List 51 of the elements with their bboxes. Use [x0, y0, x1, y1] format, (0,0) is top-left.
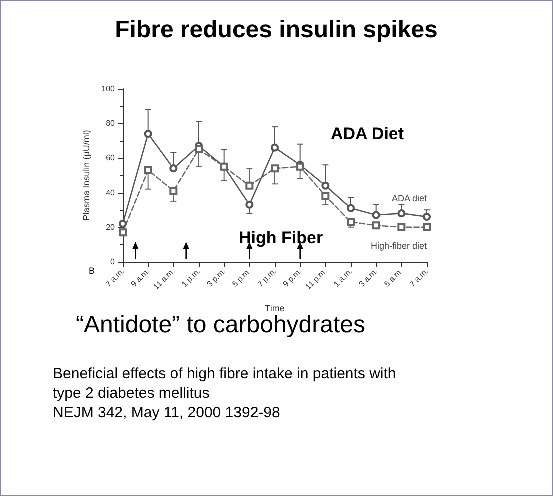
y-tick-label: 40 [106, 188, 116, 198]
point [423, 223, 431, 232]
point [144, 130, 152, 138]
x-tick-label: 9 p.m. [281, 266, 304, 289]
x-tick-label: 1 a.m. [332, 266, 354, 289]
point [398, 210, 406, 218]
point [322, 192, 330, 200]
x-tick-label: 7 p.m. [256, 266, 278, 289]
text: Beneficial effects of high fibre intake in patients with type 2 diabetes mellitus [53, 365, 400, 402]
point [170, 187, 178, 196]
point [144, 166, 152, 174]
point [347, 218, 355, 226]
point [271, 164, 279, 173]
point [398, 223, 406, 232]
y-tick-label: 20 [106, 222, 116, 232]
point [119, 228, 127, 237]
text: “Antidote” to carbohydrates [76, 312, 366, 338]
point [246, 182, 254, 190]
chart-title: Fibre reduces insulin spikes [115, 16, 438, 44]
x-axis-title: Time [265, 304, 285, 314]
x-tick-label: 7 a.m. [104, 266, 126, 289]
y-tick-label: 100 [102, 84, 116, 94]
x-tick-label: 5 p.m. [230, 266, 253, 289]
annotation: ADA Diet [331, 124, 404, 144]
point [372, 211, 380, 220]
text: B [89, 266, 96, 276]
point [170, 164, 178, 173]
y-axis-title: Plasma Insulin (μU/ml) [81, 130, 92, 221]
x-tick-label: 11 p.m. [304, 266, 329, 292]
y-tick-label: 60 [106, 154, 116, 163]
x-tick-label: 3 a.m. [357, 266, 380, 289]
x-tick-label: 11 a.m. [152, 266, 177, 292]
point [347, 204, 355, 212]
annotation: High Fiber [239, 228, 324, 248]
series-label: High-fiber diet [370, 240, 428, 251]
x-tick-label: 7 a.m. [408, 266, 430, 289]
y-tick-label: 80 [106, 119, 116, 128]
point [322, 182, 330, 190]
point [423, 213, 431, 222]
x-tick-label: 3 p.m. [205, 266, 228, 289]
x-tick-label: 5 a.m. [382, 266, 405, 289]
x-tick-label: 1 p.m. [180, 266, 202, 289]
text: NEJM 342, May 11, 2000 1392-98 [53, 404, 280, 422]
point [372, 222, 380, 230]
point [246, 200, 254, 209]
point [195, 146, 203, 154]
y-tick-label: 0 [110, 258, 116, 266]
point [119, 220, 127, 228]
series-label: ADA diet [392, 194, 428, 204]
x-tick-label: 9 a.m. [129, 266, 152, 289]
point [271, 144, 279, 152]
